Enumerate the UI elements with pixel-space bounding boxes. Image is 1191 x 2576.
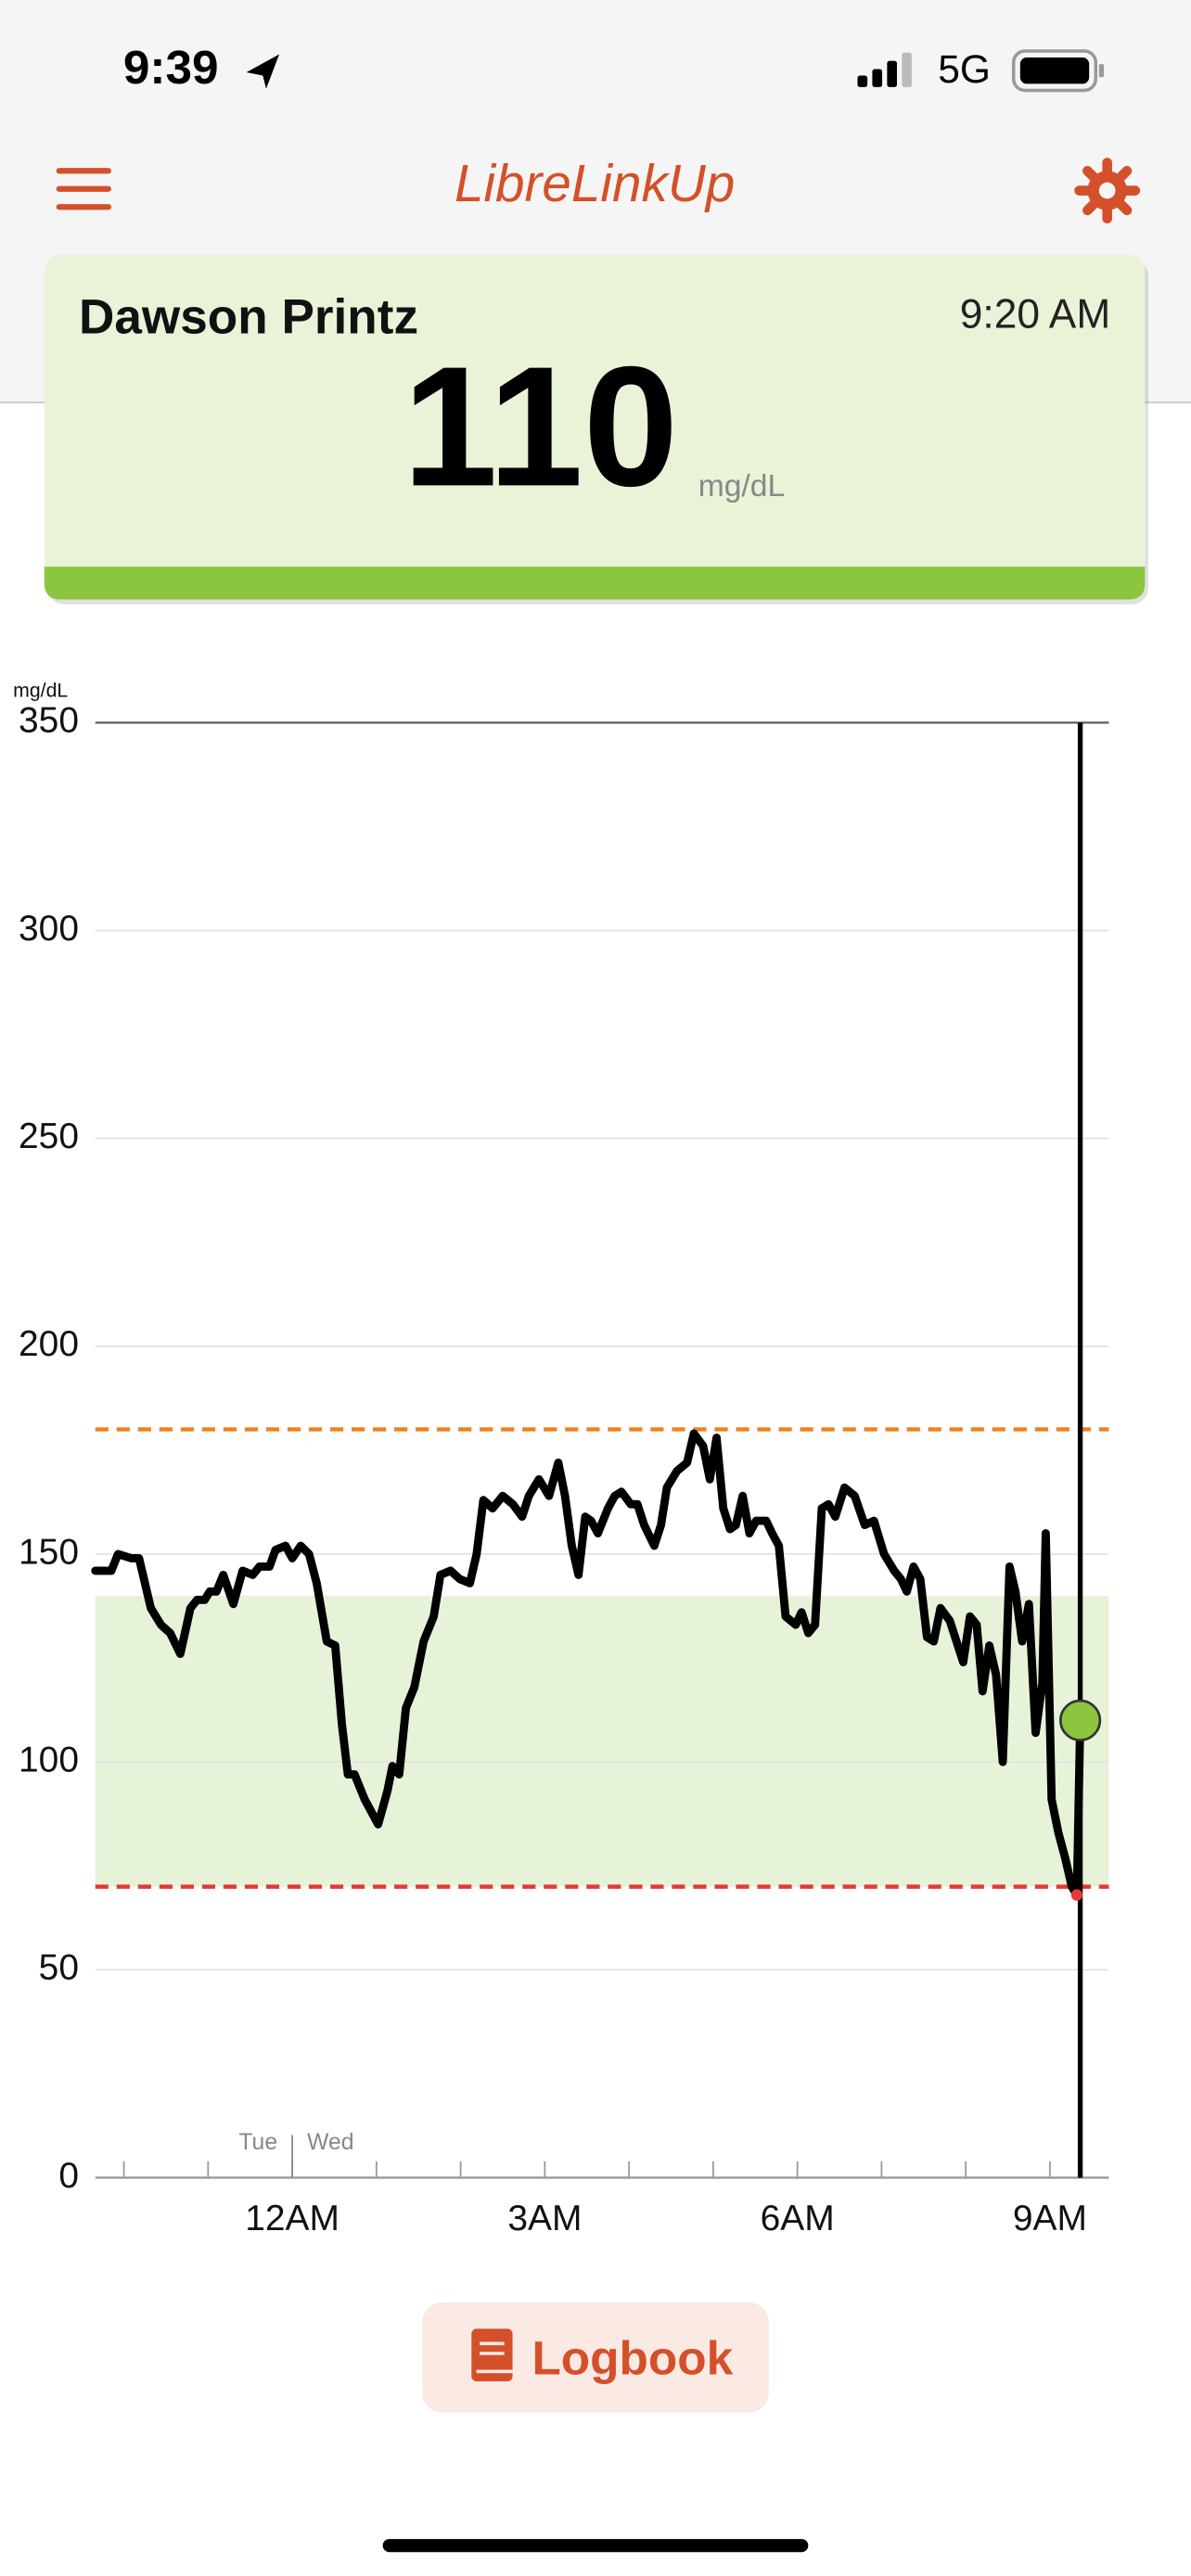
x-tick-label: 3AM xyxy=(507,2199,582,2238)
low-reading xyxy=(1070,1889,1083,1901)
y-axis-label: mg/dL xyxy=(13,679,68,701)
y-tick-label: 150 xyxy=(19,1532,79,1572)
signal-icon xyxy=(857,52,912,87)
y-tick-label: 100 xyxy=(19,1740,79,1779)
reading-time: 9:20 AM xyxy=(960,292,1110,338)
glucose-line xyxy=(91,1429,1085,1900)
x-tick-label: 12AM xyxy=(245,2199,339,2238)
y-tick-label: 0 xyxy=(58,2156,79,2196)
glucose-unit: mg/dL xyxy=(698,469,785,504)
app-title: LibreLinkUp xyxy=(455,155,735,213)
day-label: Wed xyxy=(307,2130,354,2155)
x-tick-label: 6AM xyxy=(761,2199,835,2238)
patient-name: Dawson Printz xyxy=(79,289,418,344)
y-tick-label: 200 xyxy=(19,1324,79,1364)
logbook-label: Logbook xyxy=(531,2331,733,2384)
target-range xyxy=(95,1595,1109,1887)
y-tick-label: 50 xyxy=(39,1948,79,1988)
y-tick-label: 300 xyxy=(19,909,79,949)
y-tick-label: 350 xyxy=(19,701,79,741)
home-indicator xyxy=(382,2539,809,2553)
logbook-icon xyxy=(471,2328,513,2382)
status-network: 5G xyxy=(938,48,991,92)
glucose-value: 110 xyxy=(403,331,678,522)
battery-icon xyxy=(1011,49,1105,93)
patient-card[interactable] xyxy=(44,254,1148,605)
location-icon xyxy=(246,54,280,89)
day-label: Tue xyxy=(238,2130,277,2155)
y-tick-label: 250 xyxy=(19,1116,79,1156)
menu-button[interactable] xyxy=(56,168,111,210)
current-marker xyxy=(1059,1699,1102,1741)
x-tick-label: 9AM xyxy=(1013,2199,1087,2238)
settings-button[interactable] xyxy=(1074,158,1141,223)
status-time: 9:39 xyxy=(123,41,219,94)
